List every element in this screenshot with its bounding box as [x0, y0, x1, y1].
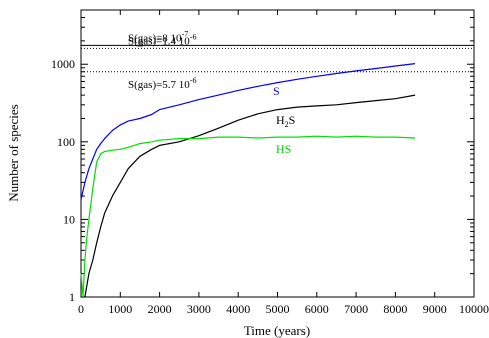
x-tick-label: 4000	[226, 302, 250, 316]
reference-lines: S(gas)=8 10-7S(gas)=1.4 10-6 S(gas)=5.7 1…	[81, 29, 474, 91]
reference-line-label: S(gas)=1.4 10-6	[128, 32, 196, 47]
x-tick-label: 2000	[148, 302, 172, 316]
x-tick-label: 7000	[344, 302, 368, 316]
x-tick-label: 5000	[266, 302, 290, 316]
series-label-hs: HS	[276, 142, 291, 156]
y-axis-title: Number of species	[6, 104, 21, 201]
x-axis-ticks: 0 1000 2000 3000 4000 5000 6000 7000 8000 9000 100…	[78, 10, 489, 316]
x-tick-label: 9000	[423, 302, 447, 316]
series-label-h2s-sub: 2	[285, 120, 289, 129]
reference-line-label: S(gas)=8 10-7	[128, 29, 188, 44]
reference-line-label: S(gas)=5.7 10-6	[128, 76, 196, 91]
y-tick-label: 10	[63, 212, 75, 226]
series-lines	[80, 63, 416, 298]
series-label-s: S	[273, 84, 280, 98]
series-line-s	[80, 63, 416, 200]
y-tick-label: 1	[69, 290, 75, 304]
x-tick-label: 0	[78, 302, 84, 316]
series-line-h2s	[81, 94, 416, 298]
series-label-h2s-main: H	[276, 113, 285, 127]
series-label-h2s: H2S	[276, 113, 295, 129]
x-tick-label: 8000	[383, 302, 407, 316]
y-tick-label: 1000	[51, 57, 75, 71]
x-tick-label: 10000	[459, 302, 489, 316]
y-axis-ticks: 1 10 100 1000	[51, 9, 474, 304]
x-tick-label: 1000	[108, 302, 132, 316]
x-tick-label: 3000	[187, 302, 211, 316]
x-tick-label: 6000	[305, 302, 329, 316]
series-line-hs	[80, 135, 416, 298]
y-tick-label: 100	[57, 135, 75, 149]
x-axis-title: Time (years)	[244, 323, 310, 338]
series-label-h2s-tail: S	[289, 113, 296, 127]
